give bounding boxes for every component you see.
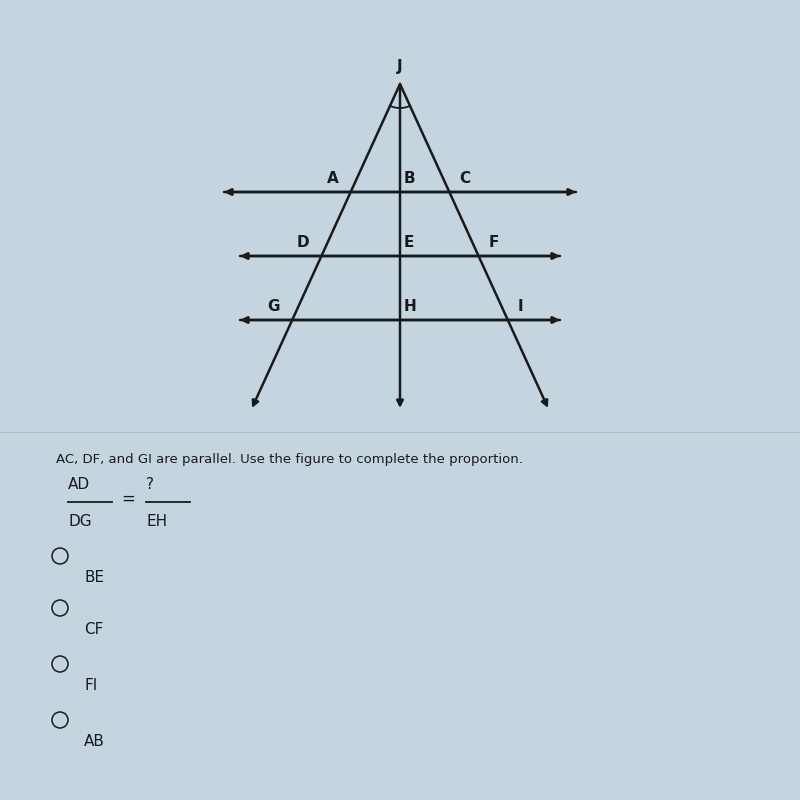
Text: G: G: [268, 298, 280, 314]
Text: D: D: [297, 234, 310, 250]
Text: E: E: [404, 234, 414, 250]
Text: F: F: [488, 234, 498, 250]
Text: B: B: [404, 170, 416, 186]
Text: =: =: [121, 490, 135, 508]
Text: J: J: [397, 59, 403, 74]
Text: A: A: [327, 170, 338, 186]
Text: AB: AB: [84, 734, 105, 749]
Text: BE: BE: [84, 570, 104, 585]
Text: AD: AD: [68, 477, 90, 492]
Text: CF: CF: [84, 622, 103, 637]
Text: ?: ?: [146, 477, 154, 492]
Text: C: C: [459, 170, 470, 186]
Text: I: I: [518, 298, 523, 314]
Text: AC, DF, and GI are parallel. Use the figure to complete the proportion.: AC, DF, and GI are parallel. Use the fig…: [56, 454, 523, 466]
Text: EH: EH: [146, 514, 167, 529]
Text: FI: FI: [84, 678, 98, 693]
Text: H: H: [404, 298, 417, 314]
Text: DG: DG: [68, 514, 92, 529]
